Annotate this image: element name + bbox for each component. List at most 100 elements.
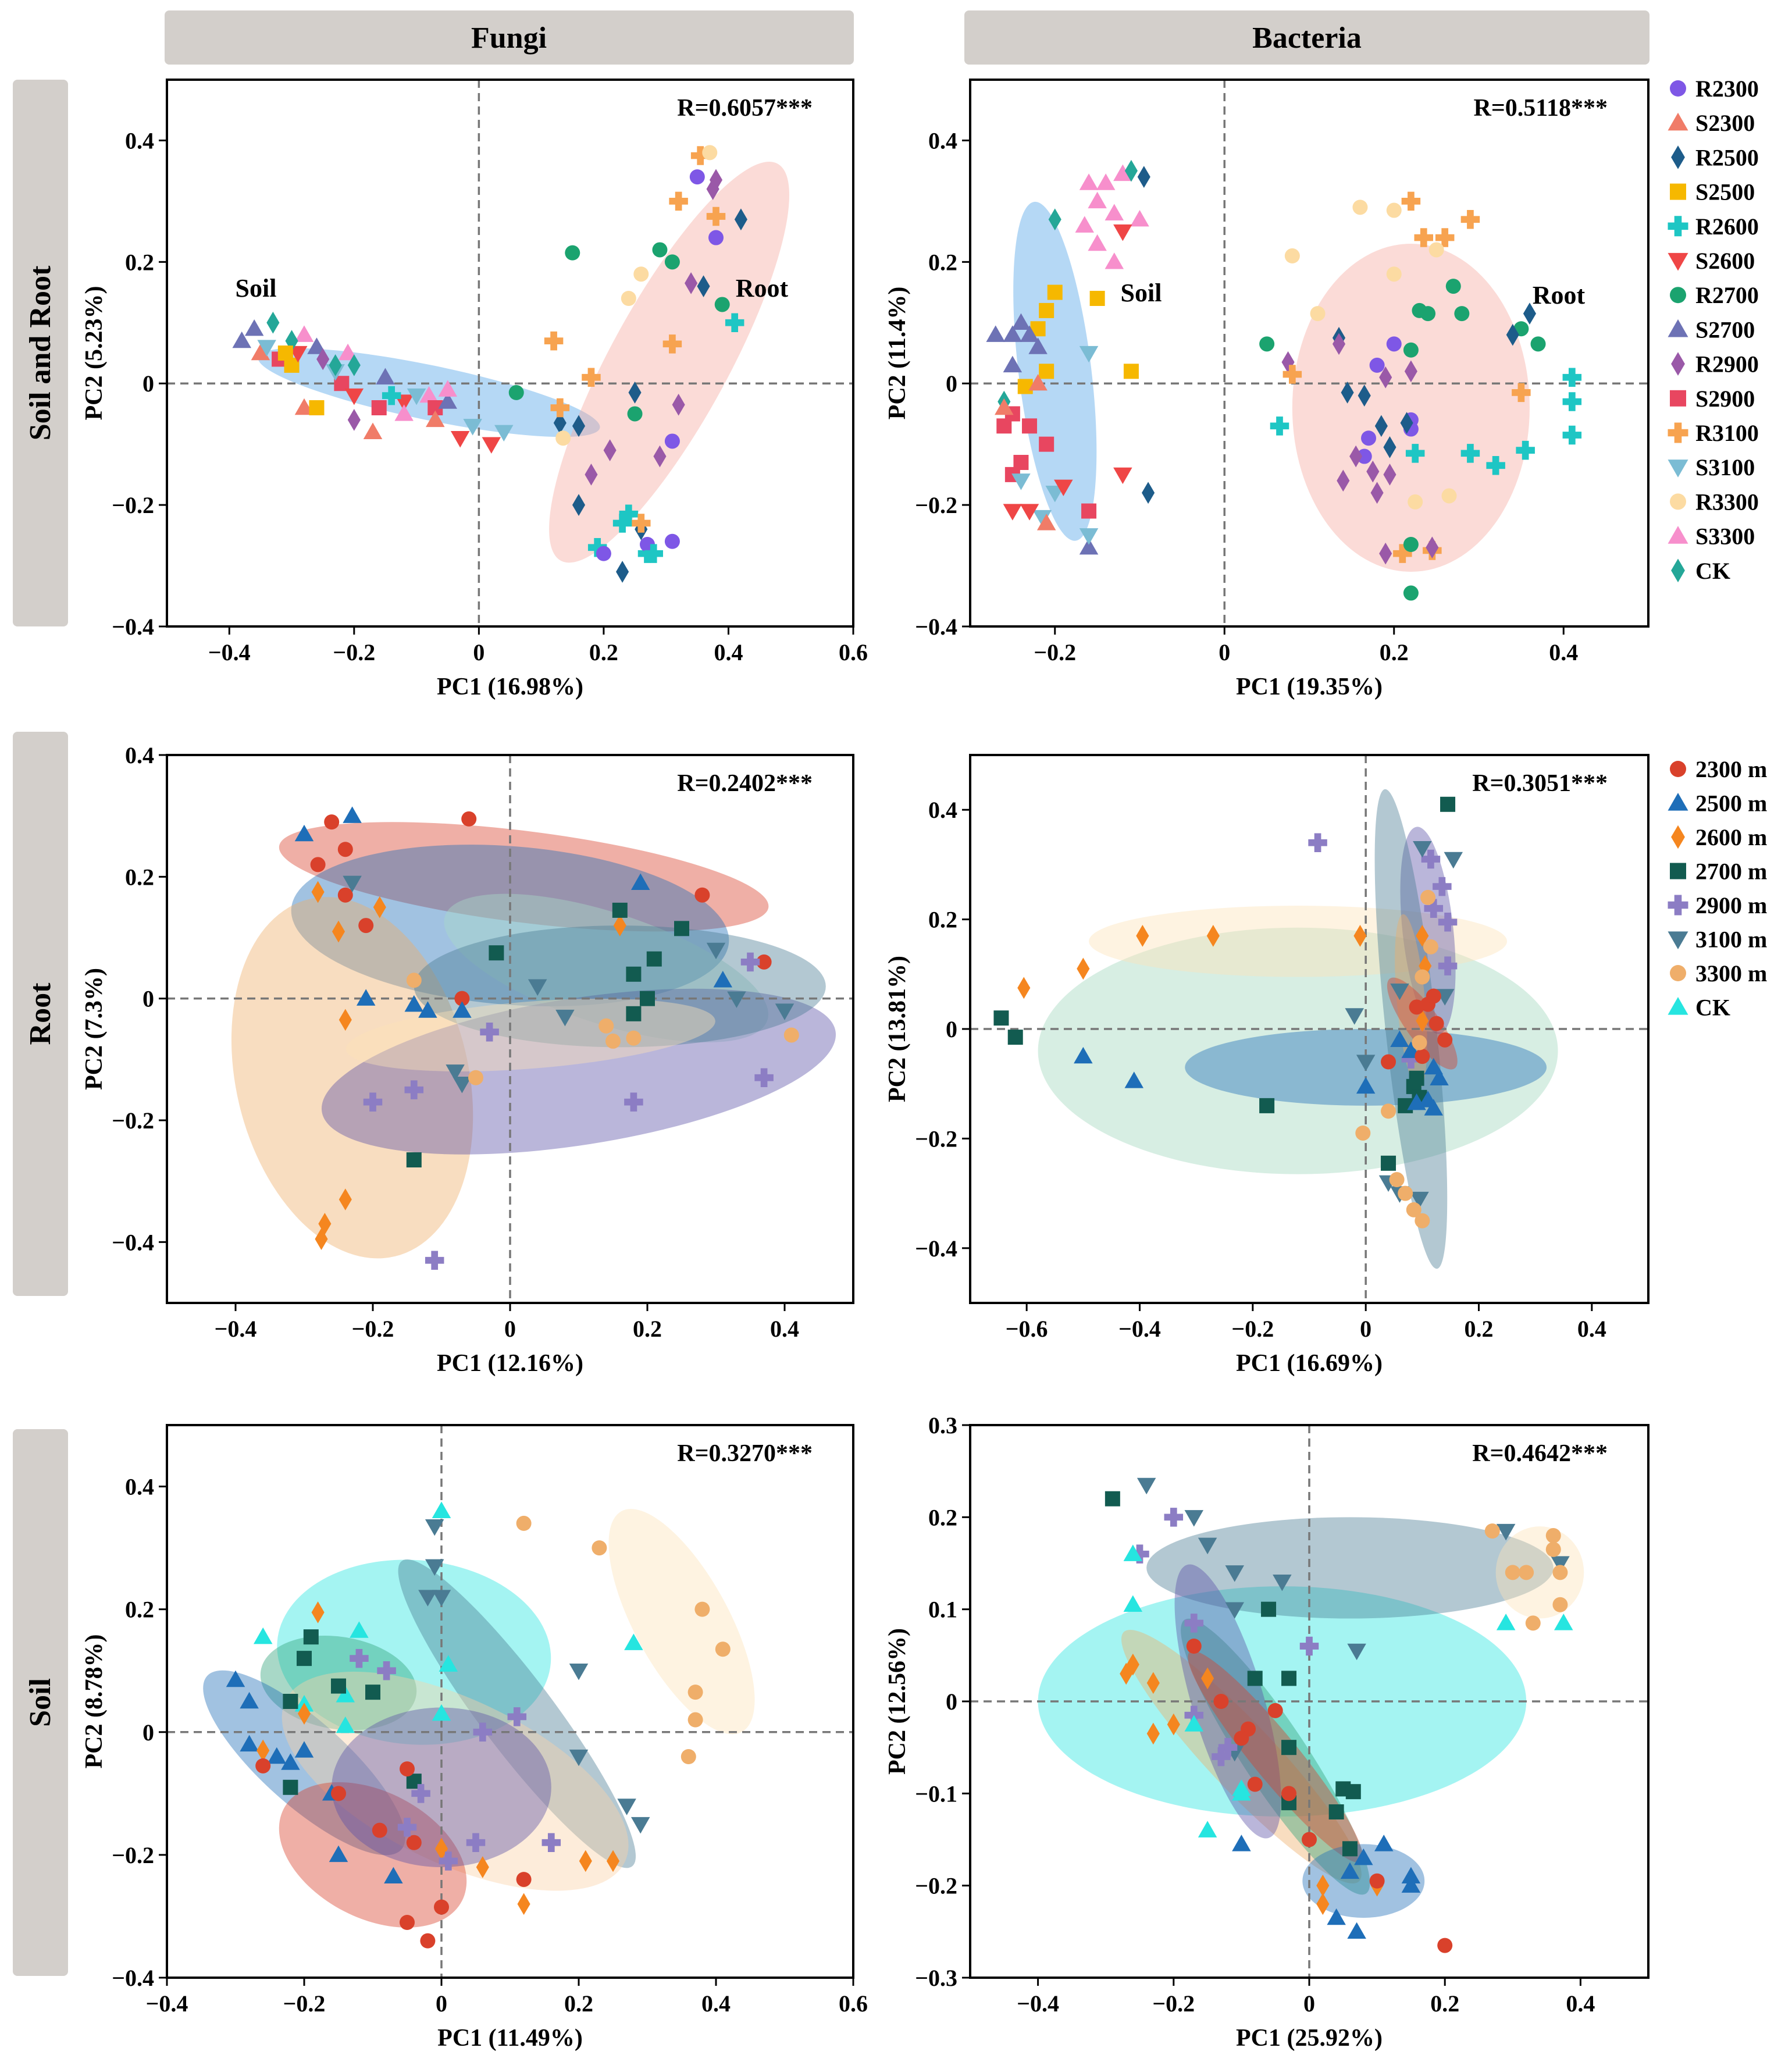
data-point: [343, 875, 362, 893]
data-point: [993, 1010, 1009, 1026]
data-point: [572, 494, 586, 516]
data-point: [240, 1735, 259, 1752]
data-point: [311, 881, 325, 903]
data-point: [1247, 1776, 1263, 1792]
data-point: [461, 811, 477, 827]
data-point: [1405, 444, 1425, 463]
data-point: [1389, 1172, 1405, 1188]
y-tick-label: 0: [946, 1689, 957, 1715]
x-tick-label: 0.2: [589, 639, 618, 665]
ellipse-3100-m: [1146, 1517, 1554, 1619]
legend-label: 3300 m: [1695, 960, 1767, 987]
data-point: [1130, 1544, 1149, 1564]
legend-marker: [1671, 145, 1685, 169]
data-point: [371, 400, 387, 415]
legend-marker: [1671, 352, 1685, 376]
data-point: [1201, 1667, 1214, 1690]
data-point: [329, 1845, 348, 1863]
y-axis-label: PC2 (5.23%): [81, 286, 108, 421]
data-point: [1506, 323, 1519, 346]
data-point: [694, 887, 710, 903]
data-point: [626, 1030, 642, 1046]
plot-area: [970, 755, 1648, 1303]
data-point: [713, 971, 733, 988]
data-point: [1113, 467, 1132, 485]
legend-marker: [1668, 931, 1688, 949]
x-tick-label: 0: [1303, 1990, 1315, 2017]
ellipse-2300-m: [279, 1782, 467, 1928]
data-point: [633, 266, 649, 282]
data-point: [725, 313, 744, 333]
ellipse-3300-m: [1089, 906, 1508, 977]
data-point: [555, 1009, 575, 1027]
data-point: [463, 419, 482, 436]
data-point: [1167, 1713, 1180, 1736]
data-point: [1496, 1523, 1516, 1541]
x-tick-label: 0.4: [1577, 1316, 1606, 1342]
ellipse-3300-m: [1495, 1526, 1584, 1619]
data-point: [1017, 379, 1033, 394]
header-bacteria: Bacteria: [964, 10, 1650, 65]
data-point: [1404, 360, 1417, 383]
legend-label: CK: [1695, 558, 1730, 584]
data-point: [1146, 1672, 1160, 1694]
data-point: [1369, 357, 1385, 373]
row-root-label: Root: [24, 982, 57, 1045]
data-point: [1020, 325, 1039, 342]
y-tick-label: 0.2: [125, 1597, 154, 1623]
data-point: [406, 973, 422, 988]
stat-label: R=0.5118***: [1474, 95, 1608, 122]
data-point: [1020, 504, 1039, 521]
data-point: [1426, 536, 1439, 559]
data-point: [1218, 1737, 1238, 1757]
data-point: [454, 991, 470, 1006]
data-point: [1105, 1491, 1120, 1507]
data-point: [439, 1851, 458, 1871]
data-point: [662, 334, 682, 354]
data-point: [255, 1758, 271, 1774]
data-point: [1496, 1614, 1516, 1630]
data-point: [1369, 1873, 1385, 1889]
data-point: [1358, 384, 1371, 407]
data-point: [553, 412, 567, 434]
data-point: [329, 354, 342, 376]
data-point: [1430, 1069, 1449, 1085]
data-point: [616, 561, 629, 583]
x-tick-label: 0: [1360, 1316, 1371, 1342]
data-point: [640, 991, 655, 1006]
x-tick-label: 0.4: [1566, 1990, 1595, 2017]
x-tick-label: 0.6: [839, 639, 868, 665]
data-point: [1545, 1541, 1561, 1557]
panel-fungi_soil: −0.4 −0.2 0 0.2 0.4 0.6 −0.4 −0.2 0 0.2 0.4 PC1 (11…: [81, 1424, 868, 2052]
data-point: [628, 382, 642, 404]
y-tick-label: −0.3: [915, 1965, 957, 1991]
data-point: [1383, 464, 1396, 486]
data-point: [613, 914, 626, 936]
x-axis-label: PC1 (11.49%): [437, 2025, 583, 2052]
data-point: [337, 887, 353, 903]
data-point: [480, 1022, 499, 1042]
data-point: [453, 1077, 472, 1094]
data-point: [596, 546, 611, 561]
data-point: [1408, 494, 1423, 510]
data-point: [1554, 1614, 1573, 1630]
data-point: [1416, 925, 1429, 947]
row-soil-root: Soil and Root: [13, 80, 68, 626]
legend-sample: R2300 S2300 R2500 S2500 R2600 S2600 R2700 S2700…: [1668, 76, 1759, 584]
data-point: [1225, 1565, 1244, 1582]
legend-marker: [1670, 863, 1686, 879]
data-point: [621, 291, 636, 306]
x-tick-label: −0.4: [1118, 1316, 1161, 1342]
data-point: [1354, 1848, 1373, 1865]
data-point: [672, 393, 685, 416]
data-point: [432, 1590, 451, 1607]
data-point: [1022, 418, 1038, 434]
data-point: [373, 896, 386, 918]
legend-label: 2300 m: [1695, 756, 1767, 782]
data-point: [619, 504, 639, 524]
data-point: [1340, 1862, 1360, 1879]
data-point: [1281, 1740, 1297, 1755]
data-point: [377, 1661, 396, 1680]
data-point: [425, 1519, 444, 1536]
